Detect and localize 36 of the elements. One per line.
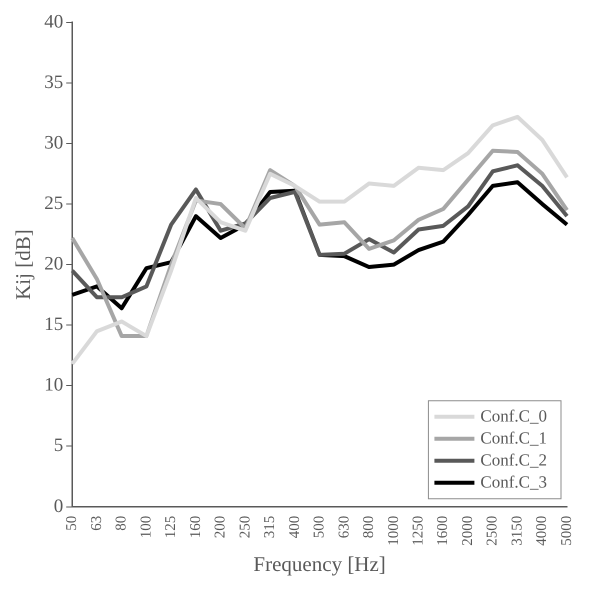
x-tick-label: 5000 (558, 516, 575, 546)
legend-label: Conf.C_3 (480, 472, 548, 492)
x-tick-label: 630 (336, 516, 352, 538)
y-tick-label: 5 (54, 435, 64, 456)
x-tick-label: 4000 (534, 516, 550, 546)
x-axis-title: Frequency [Hz] (253, 552, 386, 576)
x-tick-label: 315 (262, 516, 278, 538)
x-tick-label: 80 (114, 516, 130, 531)
x-tick-label: 125 (163, 516, 180, 538)
legend-label: Conf.C_2 (480, 450, 548, 470)
legend-label: Conf.C_0 (480, 406, 548, 426)
y-tick-label: 35 (44, 72, 64, 93)
y-tick-label: 40 (44, 11, 64, 32)
x-tick-label: 400 (286, 516, 303, 538)
x-tick-label: 200 (212, 516, 229, 538)
x-tick-label: 500 (312, 516, 328, 538)
y-tick-label: 20 (44, 254, 64, 275)
y-tick-label: 10 (44, 374, 64, 396)
y-tick-label: 30 (44, 132, 64, 154)
x-tick-label: 1250 (410, 516, 426, 546)
y-tick-label: 15 (44, 314, 64, 336)
x-tick-label: 160 (188, 516, 204, 538)
x-tick-label: 1600 (435, 516, 452, 546)
x-tick-label: 50 (64, 516, 80, 531)
x-tick-label: 2000 (460, 516, 476, 546)
x-tick-label: 100 (138, 516, 154, 538)
y-axis-title: Kij [dB] (11, 229, 36, 300)
x-tick-label: 63 (88, 516, 105, 531)
x-tick-label: 250 (237, 516, 254, 538)
legend-label: Conf.C_1 (480, 428, 548, 448)
y-tick-label: 0 (54, 496, 64, 517)
x-tick-label: 800 (361, 516, 378, 538)
x-tick-label: 1000 (386, 516, 402, 546)
y-tick-label: 25 (44, 193, 64, 214)
x-tick-label: 3150 (509, 516, 526, 546)
x-tick-label: 2500 (484, 516, 501, 546)
